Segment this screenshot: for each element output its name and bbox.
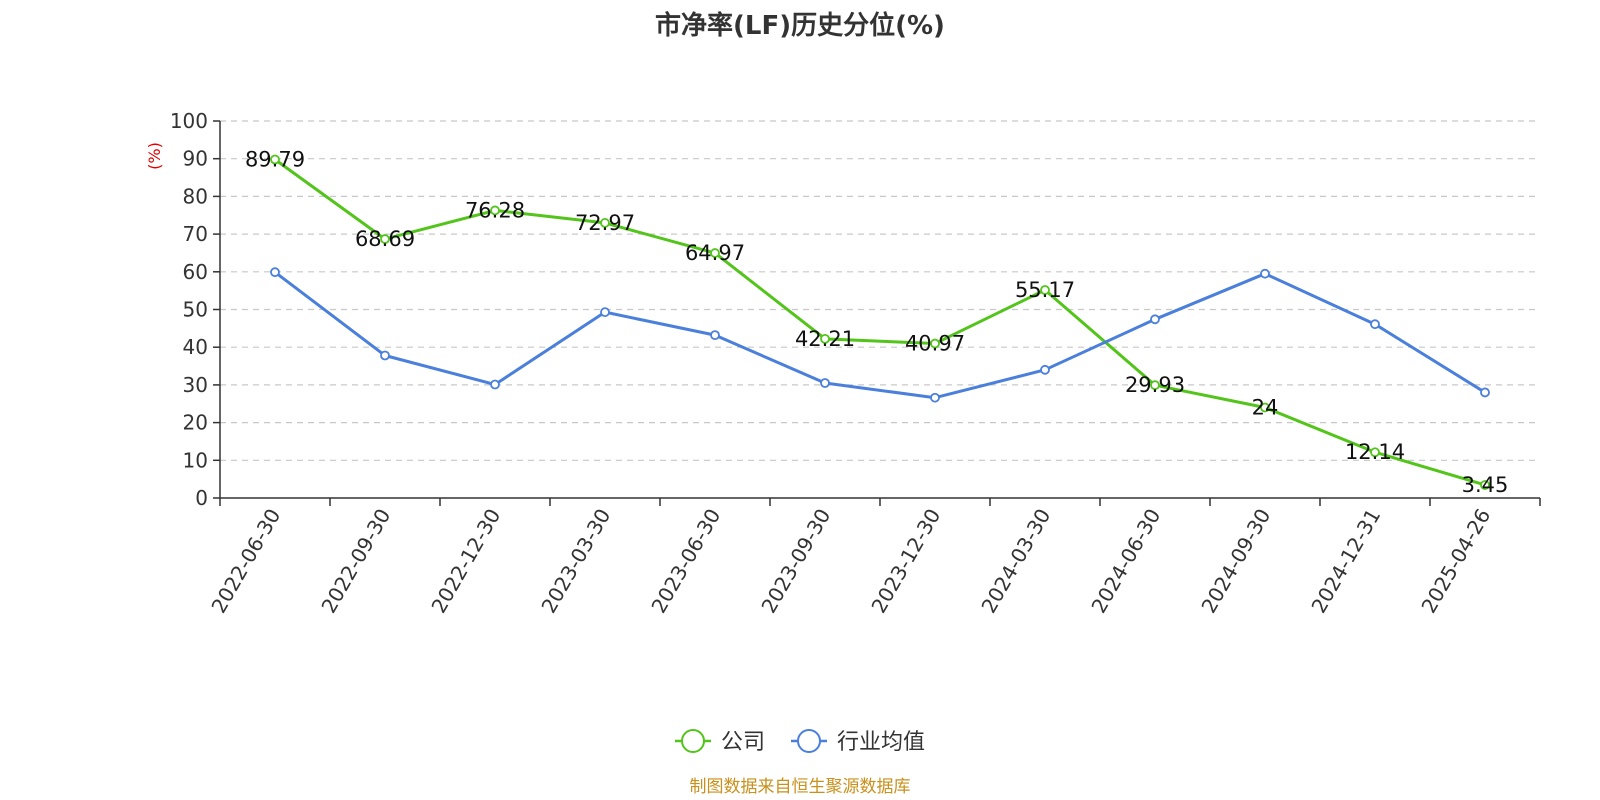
series-0-label-6: 40.97 <box>905 332 965 356</box>
series-1-point-8[interactable] <box>1150 314 1160 325</box>
series-1-point-3[interactable] <box>600 307 610 318</box>
series-1-point-4[interactable] <box>710 330 720 341</box>
y-tick-label-2: 20 <box>183 411 208 435</box>
y-tick-label-10: 100 <box>170 109 208 133</box>
series-1-point-5[interactable] <box>820 378 830 388</box>
x-tick-label-11: 2025-04-26 <box>1416 505 1495 618</box>
series-0-point-11[interactable] <box>1480 480 1490 490</box>
series-0-label-0: 89.79 <box>245 147 305 171</box>
series-1-point-2[interactable] <box>490 379 500 390</box>
legend-label-0: 公司 <box>721 730 765 755</box>
y-tick-label-0: 0 <box>195 486 208 510</box>
x-tick-label-6: 2023-12-30 <box>866 505 945 618</box>
legend-item-0[interactable]: 公司 <box>675 729 765 755</box>
y-tick-label-1: 10 <box>183 448 208 472</box>
series-line-0 <box>274 158 1486 487</box>
legend-item-1[interactable]: 行业均值 <box>791 729 925 755</box>
series-0-label-11: 3.45 <box>1462 473 1509 497</box>
series-0-point-2[interactable] <box>490 205 500 216</box>
y-tick-label-8: 80 <box>183 184 208 208</box>
y-tick-label-9: 90 <box>183 147 208 171</box>
series-1-point-6[interactable] <box>930 392 940 403</box>
series-0-point-9[interactable] <box>1260 402 1270 413</box>
x-tick-label-7: 2024-03-30 <box>976 505 1055 618</box>
series-1-point-10[interactable] <box>1370 319 1380 330</box>
series-0-label-7: 55.17 <box>1015 278 1075 302</box>
grid-lines <box>220 120 1540 461</box>
y-tick-label-3: 30 <box>183 373 208 397</box>
x-tick-label-2: 2022-12-30 <box>426 505 505 618</box>
series-0-label-1: 68.69 <box>355 227 415 251</box>
series-1-point-11[interactable] <box>1480 387 1490 398</box>
series-0-point-3[interactable] <box>600 218 610 228</box>
series-0-label-5: 42.21 <box>795 327 855 351</box>
x-tick-label-8: 2024-06-30 <box>1086 505 1165 618</box>
x-tick-label-0: 2022-06-30 <box>206 505 285 618</box>
x-tick-label-3: 2023-03-30 <box>536 505 615 618</box>
series-0-label-8: 29.93 <box>1125 373 1185 397</box>
y-tick-label-6: 60 <box>183 260 208 284</box>
series-0-point-5[interactable] <box>820 333 830 344</box>
series-1-point-0[interactable] <box>270 267 280 278</box>
source-note: 制图数据来自恒生聚源数据库 <box>690 777 911 797</box>
legend[interactable]: 公司 行业均值 <box>675 729 925 755</box>
series-0-label-2: 76.28 <box>465 198 525 222</box>
series-0-point-6[interactable] <box>930 338 940 349</box>
x-tick-label-9: 2024-09-30 <box>1196 505 1275 618</box>
y-axis-label: (%) <box>145 142 164 170</box>
series-lines <box>270 154 1490 490</box>
legend-marker-1 <box>797 729 821 753</box>
y-tick-label-4: 40 <box>183 335 208 359</box>
series-0-point-10[interactable] <box>1370 447 1380 458</box>
series-0-point-0[interactable] <box>270 154 280 165</box>
series-0-label-10: 12.14 <box>1345 440 1405 464</box>
chart-title: 市净率(LF)历史分位(%) <box>655 10 945 41</box>
axes: 0 10 20 30 40 50 60 70 80 90 100 2022-06-30 2022-09-… <box>170 109 1541 618</box>
legend-marker-0 <box>681 729 705 753</box>
series-0-label-9: 24 <box>1252 396 1279 420</box>
series-0-point-8[interactable] <box>1150 380 1160 391</box>
series-line-1 <box>274 270 1486 400</box>
series-1-point-1[interactable] <box>380 350 390 361</box>
y-tick-label-5: 50 <box>183 298 208 322</box>
x-tick-label-5: 2023-09-30 <box>756 505 835 618</box>
series-0-point-7[interactable] <box>1040 285 1050 295</box>
series-0-point-4[interactable] <box>710 248 720 258</box>
series-1-point-9[interactable] <box>1260 268 1270 279</box>
x-tick-label-1: 2022-09-30 <box>316 505 395 618</box>
x-tick-label-10: 2024-12-31 <box>1306 505 1385 618</box>
series-0-label-3: 72.97 <box>575 211 635 235</box>
y-tick-label-7: 70 <box>183 222 208 246</box>
data-labels: 89.79 68.69 76.28 72.97 64.97 42.21 40.97 55.17… <box>245 147 1508 497</box>
legend-label-1: 行业均值 <box>837 730 925 755</box>
x-tick-label-4: 2023-06-30 <box>646 505 725 618</box>
series-1-point-7[interactable] <box>1040 364 1050 375</box>
series-0-point-1[interactable] <box>380 234 390 244</box>
series-0-label-4: 64.97 <box>685 241 745 265</box>
